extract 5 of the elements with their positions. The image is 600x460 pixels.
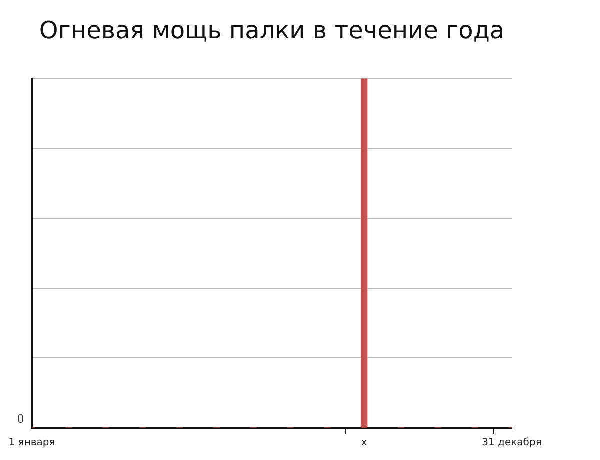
chart-title: Огневая мощь палки в течение года [39, 16, 505, 45]
text: 0 [18, 410, 24, 426]
x-tick-label: x [361, 438, 368, 449]
x-tick-label: 31 декабря [482, 438, 542, 449]
x-tick-label: 1 января [8, 438, 56, 449]
